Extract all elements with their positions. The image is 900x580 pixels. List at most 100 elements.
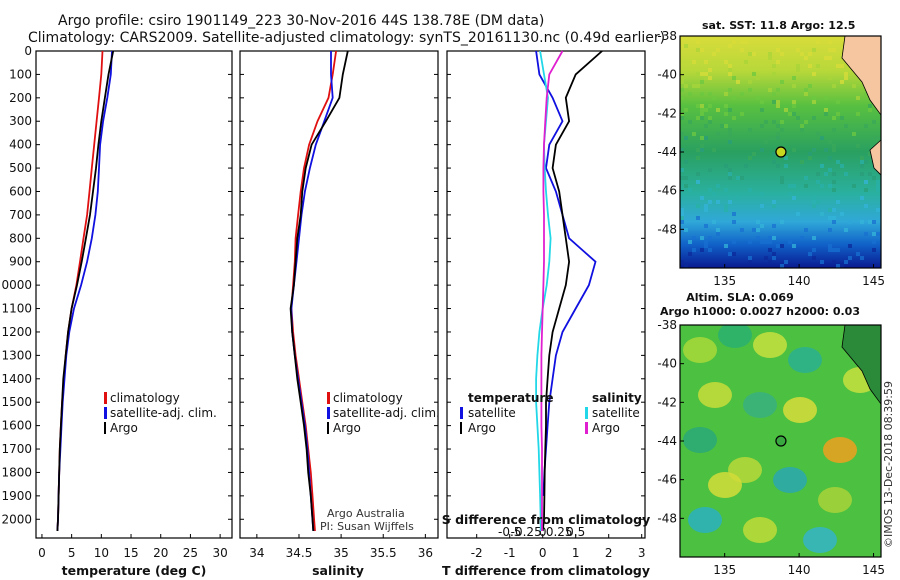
y-tick-label: 1500 — [1, 395, 32, 409]
sst-pixel — [688, 120, 692, 124]
sst-pixel — [848, 256, 852, 260]
legend-s-argo: Argo — [592, 421, 620, 435]
sst-pixel — [768, 240, 772, 244]
sst-pixel — [812, 236, 816, 240]
y-tick-label: 1100 — [1, 302, 32, 316]
sst-pixel — [708, 76, 712, 80]
sst-pixel — [808, 64, 812, 68]
sst-pixel — [828, 48, 832, 52]
sst-pixel — [812, 196, 816, 200]
sla-blobs — [683, 325, 877, 553]
sst-pixel — [704, 136, 708, 140]
sst-pixel — [700, 72, 704, 76]
sst-pixel — [696, 156, 700, 160]
y-tick-label: 500 — [9, 161, 32, 175]
series-line-satellite-adj-clim- — [56, 50, 113, 532]
sst-pixel — [792, 100, 796, 104]
sst-pixel — [752, 72, 756, 76]
x-tick-label: 0 — [38, 546, 46, 560]
sst-pixel — [852, 184, 856, 188]
sst-pixel — [860, 156, 864, 160]
x-tick-label: 34 — [249, 546, 264, 560]
sst-pixel — [768, 136, 772, 140]
sst-pixel — [872, 248, 876, 252]
sst-pixel — [696, 84, 700, 88]
sst-pixel — [876, 180, 880, 184]
sst-pixel — [696, 136, 700, 140]
sst-pixel — [680, 88, 684, 92]
sst-pixel — [800, 160, 804, 164]
salinity-axes-frame — [239, 50, 439, 539]
sst-pixel — [740, 228, 744, 232]
sst-pixel — [716, 232, 720, 236]
s-tick-label: -0.25 — [511, 525, 542, 539]
series-line-climatology — [290, 50, 337, 532]
sst-pixel — [832, 128, 836, 132]
x-tick-label: 25 — [183, 546, 198, 560]
sst-pixel — [748, 52, 752, 56]
sst-pixel — [684, 184, 688, 188]
sst-pixel — [728, 196, 732, 200]
sst-pixel — [704, 72, 708, 76]
x-tick-label: 30 — [212, 546, 227, 560]
map-y-tick-label: -42 — [657, 395, 677, 409]
sst-pixel — [776, 48, 780, 52]
temperature-x-ticks: 0 5 10 15 20 25 300100200300400500600700800900… — [1, 44, 232, 560]
sst-pixel — [828, 244, 832, 248]
sst-pixel — [728, 44, 732, 48]
sst-pixel — [688, 188, 692, 192]
sst-pixel — [744, 164, 748, 168]
sst-pixel — [832, 220, 836, 224]
series-line-satellite — [535, 50, 597, 496]
sst-pixel — [852, 132, 856, 136]
sst-pixel — [860, 256, 864, 260]
legend-s-satellite: satellite — [592, 406, 640, 420]
sst-pixel — [812, 256, 816, 260]
sst-pixel — [824, 112, 828, 116]
sst-pixel — [708, 168, 712, 172]
imos-timestamp: ©IMOS 13-Dec-2018 08:39:59 — [882, 381, 895, 548]
sst-pixel — [768, 260, 772, 264]
sst-pixel — [792, 148, 796, 152]
sst-pixel — [804, 184, 808, 188]
salinity-difference-ticks: -0.5-0.250 0.250.5 — [498, 525, 585, 539]
sst-pixel — [700, 48, 704, 52]
sst-pixel — [792, 84, 796, 88]
sst-pixel — [700, 108, 704, 112]
sst-pixel — [820, 184, 824, 188]
sst-pixel — [704, 76, 708, 80]
sst-pixel — [860, 172, 864, 176]
map-x-tick-label: 135 — [713, 563, 736, 577]
sst-pixel — [824, 108, 828, 112]
sla-blob — [818, 487, 852, 513]
sst-pixel — [696, 216, 700, 220]
sst-pixel — [780, 120, 784, 124]
sst-pixel — [780, 128, 784, 132]
sst-pixel — [832, 216, 836, 220]
sst-pixel — [740, 112, 744, 116]
temperature-panel: 0 5 10 15 20 25 300100200300400500600700800900… — [1, 44, 233, 578]
sst-pixel — [696, 48, 700, 52]
sst-pixel — [848, 220, 852, 224]
sst-pixel — [768, 236, 772, 240]
sst-pixel — [728, 172, 732, 176]
sst-pixel — [688, 240, 692, 244]
sst-pixel — [680, 168, 684, 172]
sst-pixel — [772, 160, 776, 164]
map-y-tick-label: -46 — [657, 184, 677, 198]
sst-pixel — [728, 132, 732, 136]
sst-pixel — [816, 64, 820, 68]
sst-pixel — [840, 164, 844, 168]
sst-pixel — [876, 184, 880, 188]
series-line-satellite-adj-clim- — [290, 51, 334, 532]
sst-pixel — [760, 100, 764, 104]
y-tick-label: 1900 — [1, 489, 32, 503]
sst-pixel — [724, 60, 728, 64]
sst-pixel — [700, 136, 704, 140]
sst-pixel — [776, 136, 780, 140]
sst-pixel — [712, 52, 716, 56]
sst-pixel — [832, 148, 836, 152]
sst-pixel — [712, 96, 716, 100]
sst-pixel — [704, 124, 708, 128]
temperature-series — [56, 50, 115, 532]
